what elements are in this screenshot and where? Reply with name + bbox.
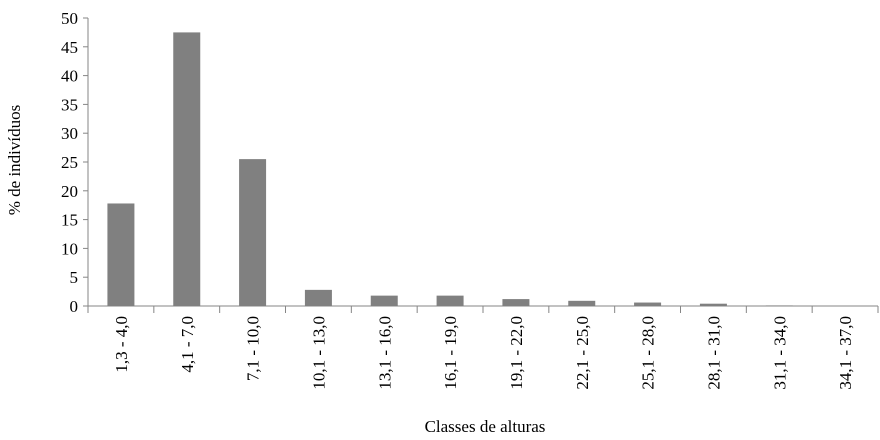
- bar: [239, 159, 267, 306]
- bar: [568, 300, 596, 306]
- x-tick-label: 4,1 - 7,0: [178, 316, 197, 373]
- bar: [107, 203, 135, 306]
- y-tick-label: 40: [61, 67, 78, 86]
- y-tick-label: 50: [61, 9, 78, 28]
- y-axis-title: % de indivíduos: [5, 105, 24, 216]
- x-tick-label: 13,1 - 16,0: [375, 316, 394, 390]
- bar: [304, 289, 332, 306]
- bar: [436, 295, 464, 306]
- y-tick-label: 45: [61, 38, 78, 57]
- x-tick-label: 28,1 - 31,0: [704, 316, 723, 390]
- x-axis-title: Classes de alturas: [425, 417, 546, 436]
- bar: [765, 305, 793, 306]
- y-tick-label: 10: [61, 239, 78, 258]
- x-tick-label: 25,1 - 28,0: [639, 316, 658, 390]
- x-tick-label: 7,1 - 10,0: [244, 316, 263, 381]
- x-tick-label: 34,1 - 37,0: [836, 316, 855, 390]
- x-tick-label: 1,3 - 4,0: [112, 316, 131, 373]
- bar: [699, 303, 727, 306]
- x-tick-label: 31,1 - 34,0: [770, 316, 789, 390]
- y-tick-label: 35: [61, 95, 78, 114]
- y-tick-label: 30: [61, 124, 78, 143]
- y-tick-label: 0: [70, 297, 79, 316]
- y-tick-label: 5: [70, 268, 79, 287]
- x-tick-label: 16,1 - 19,0: [441, 316, 460, 390]
- x-tick-label: 19,1 - 22,0: [507, 316, 526, 390]
- y-tick-label: 15: [61, 211, 78, 230]
- y-tick-label: 20: [61, 182, 78, 201]
- x-tick-label: 22,1 - 25,0: [573, 316, 592, 390]
- bar: [634, 302, 662, 306]
- bar: [502, 299, 530, 306]
- bar: [370, 295, 398, 306]
- x-tick-label: 10,1 - 13,0: [309, 316, 328, 390]
- bar: [173, 32, 201, 307]
- y-tick-label: 25: [61, 153, 78, 172]
